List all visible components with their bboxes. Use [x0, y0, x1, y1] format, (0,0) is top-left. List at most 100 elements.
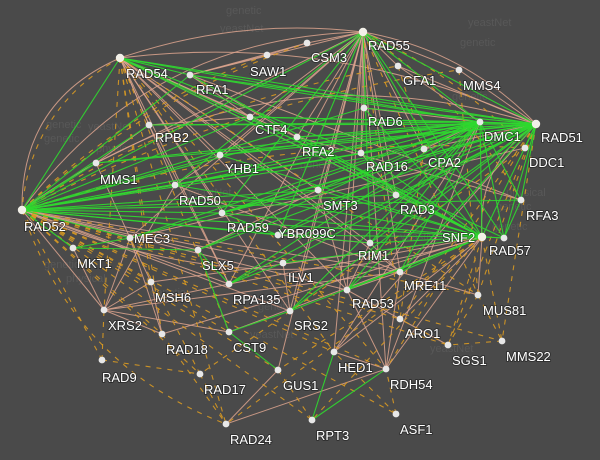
edge-physical [362, 31, 399, 67]
edge-genetic [399, 123, 537, 320]
graph-node-rpa135[interactable] [225, 280, 233, 288]
node-label-ctf4: CTF4 [255, 122, 288, 137]
graph-node-slx5[interactable] [194, 246, 202, 254]
node-label-mus81: MUS81 [483, 303, 526, 318]
graph-node-mre11[interactable] [396, 268, 404, 276]
node-label-rpb2: RPB2 [155, 130, 189, 145]
graph-node-mms4[interactable] [455, 66, 463, 74]
edge-yeastnet [95, 123, 537, 164]
node-label-srs2: SRS2 [294, 318, 328, 333]
graph-node-rad16[interactable] [357, 149, 365, 157]
node-label-dmc1: DMC1 [484, 129, 521, 144]
graph-node-rpb2[interactable] [145, 121, 153, 129]
graph-node-rad3[interactable] [392, 191, 400, 199]
graph-node-asf1[interactable] [392, 410, 400, 418]
graph-node-rad51[interactable] [531, 119, 541, 129]
edge-genetic [225, 236, 483, 425]
watermark-label: genetic [46, 119, 82, 131]
graph-node-cst9[interactable] [225, 328, 233, 336]
edge-yeastnet [21, 124, 150, 211]
graph-node-cpa2[interactable] [420, 145, 428, 153]
edge-genetic [119, 57, 227, 425]
graph-node-xrs2[interactable] [100, 306, 108, 314]
node-label-rad18: RAD18 [166, 342, 208, 357]
edge-physical [225, 369, 279, 425]
graph-node-hed1[interactable] [330, 348, 338, 356]
graph-node-rfa1[interactable] [186, 71, 194, 79]
graph-node-smt3[interactable] [314, 186, 322, 194]
graph-node-rad52[interactable] [17, 205, 27, 215]
graph-node-ybr099c[interactable] [274, 231, 282, 239]
graph-node-rad54[interactable] [115, 53, 125, 63]
edge-yeastnet [221, 189, 319, 214]
node-label-saw1: SAW1 [250, 64, 286, 79]
edge-genetic [129, 237, 201, 375]
graph-node-mec3[interactable] [126, 234, 134, 242]
graph-node-snf2[interactable] [477, 232, 487, 242]
graph-node-aro1[interactable] [396, 315, 404, 323]
edge-yeastnet [228, 331, 279, 371]
graph-node-mms22[interactable] [498, 337, 506, 345]
edge-yeastnet [346, 123, 537, 291]
edge-physical [362, 31, 387, 370]
graph-node-rad57[interactable] [500, 234, 508, 242]
graph-node-rad6[interactable] [360, 104, 368, 112]
graph-node-mus81[interactable] [474, 291, 482, 299]
edge-physical [277, 31, 364, 371]
graph-node-rad24[interactable] [222, 420, 230, 428]
edge-yeastnet [21, 57, 121, 211]
graph-node-ilv1[interactable] [279, 259, 287, 267]
edge-yeastnet [221, 212, 483, 238]
graph-node-msh6[interactable] [147, 278, 155, 286]
graph-node-srs2[interactable] [286, 307, 294, 315]
node-label-ddc1: DDC1 [529, 155, 564, 170]
graph-node-saw1[interactable] [263, 51, 271, 59]
edge-genetic [447, 340, 503, 346]
node-label-layer: RAD54 RFA1 SAW1 CSM3 RAD55 GFA1 MMS4 RPB2 CTF4 RA… [23, 37, 584, 448]
edge-yeastnet [399, 123, 537, 273]
graph-node-ctf4[interactable] [246, 113, 254, 121]
edge-physical [477, 236, 483, 296]
graph-node-rad53[interactable] [343, 286, 351, 294]
graph-node-rad50[interactable] [171, 181, 179, 189]
edge-yeastnet [479, 121, 522, 201]
edge-physical [333, 31, 364, 353]
edge-genetic [103, 57, 121, 311]
graph-node-sgs1[interactable] [444, 341, 452, 349]
graph-node-rfa3[interactable] [517, 196, 525, 204]
graph-node-yhb1[interactable] [216, 151, 224, 159]
edge-physical [72, 247, 105, 311]
node-label-rad3: RAD3 [400, 202, 435, 217]
graph-node-gfa1[interactable] [394, 62, 402, 70]
edge-yeastnet [174, 184, 483, 238]
graph-node-rpt3[interactable] [308, 416, 316, 424]
graph-node-rfa2[interactable] [293, 133, 301, 141]
graph-node-rad59[interactable] [218, 209, 226, 217]
graph-node-rad18[interactable] [158, 330, 166, 338]
edge-physical [119, 57, 221, 156]
graph-node-rdh54[interactable] [382, 365, 390, 373]
graph-node-rad55[interactable] [358, 27, 368, 37]
node-layer[interactable] [17, 27, 541, 428]
edge-genetic [447, 236, 483, 346]
graph-node-ddc1[interactable] [521, 144, 529, 152]
edge-genetic [362, 31, 526, 149]
edge-physical [21, 209, 230, 285]
graph-node-rad17[interactable] [196, 370, 204, 378]
graph-node-rim1[interactable] [366, 239, 374, 247]
edge-physical [174, 154, 221, 186]
graph-node-rad9[interactable] [98, 356, 106, 364]
edge-yeastnet [369, 236, 483, 244]
graph-node-gus1[interactable] [274, 366, 282, 374]
watermark-label: genetic [44, 259, 80, 271]
watermark-label: yeastNet [188, 187, 231, 199]
graph-node-mms1[interactable] [92, 159, 100, 167]
graph-node-dmc1[interactable] [476, 118, 484, 126]
graph-node-mkt1[interactable] [69, 244, 77, 252]
edge-yeastnet [503, 199, 522, 239]
edge-yeastnet [119, 57, 481, 123]
graph-node-csm3[interactable] [303, 39, 311, 47]
node-label-rpa135: RPA135 [233, 292, 280, 307]
